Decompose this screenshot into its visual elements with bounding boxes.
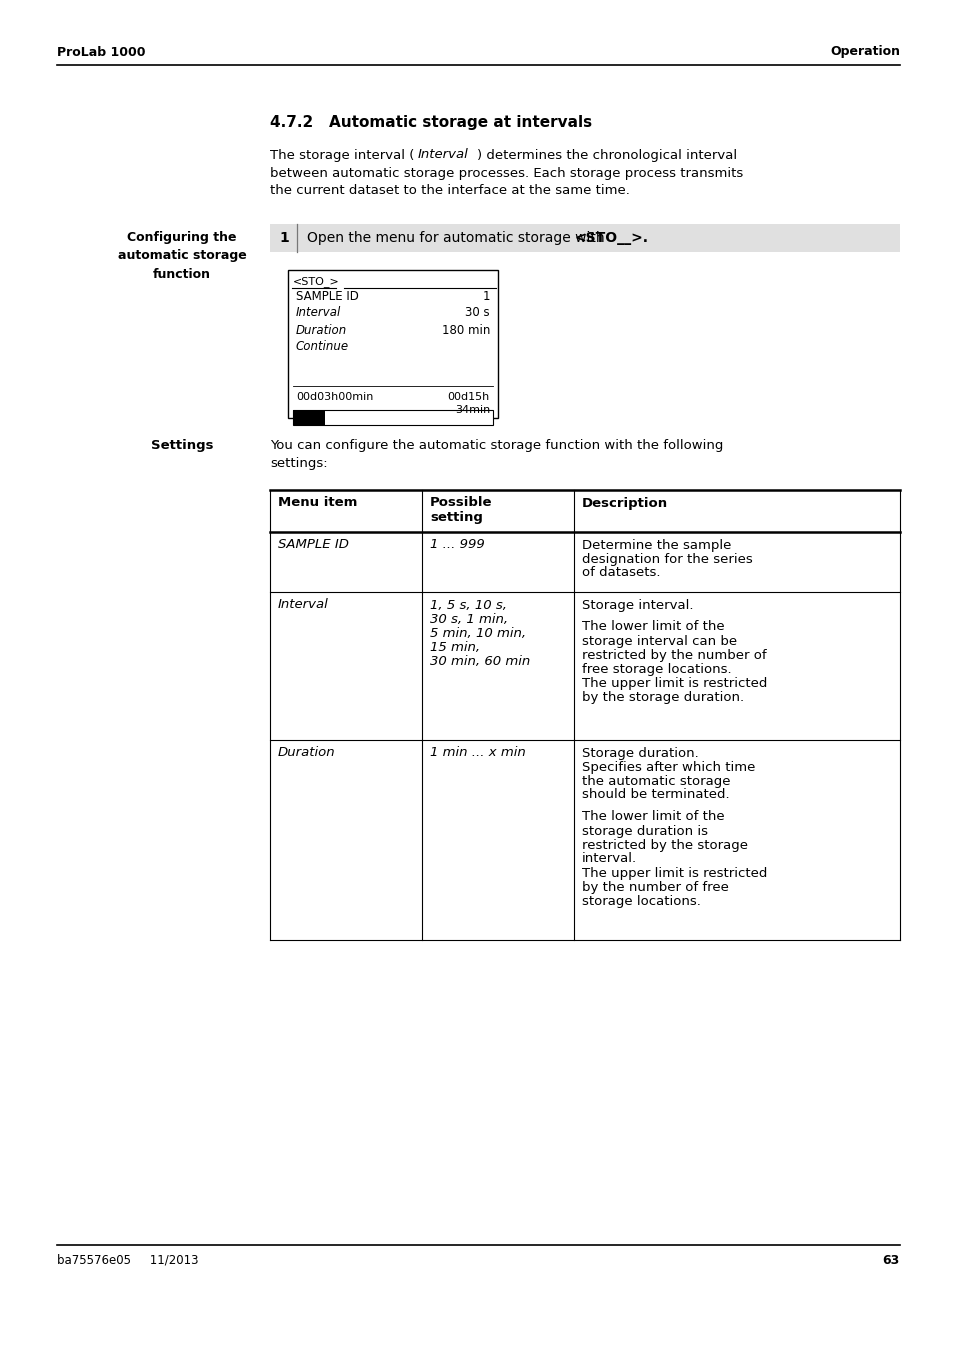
Text: interval.: interval. bbox=[581, 852, 637, 865]
Text: Menu item: Menu item bbox=[277, 497, 357, 509]
Text: SAMPLE ID: SAMPLE ID bbox=[277, 539, 349, 552]
Text: 5 min, 10 min,: 5 min, 10 min, bbox=[430, 626, 525, 640]
Text: storage duration is: storage duration is bbox=[581, 825, 707, 837]
Text: storage locations.: storage locations. bbox=[581, 895, 700, 907]
Text: ba75576e05     11/2013: ba75576e05 11/2013 bbox=[57, 1254, 198, 1266]
Text: <STO_>: <STO_> bbox=[293, 277, 339, 288]
Text: 1 min ... x min: 1 min ... x min bbox=[430, 747, 525, 760]
Bar bbox=[293, 410, 493, 425]
Text: Configuring the: Configuring the bbox=[127, 231, 236, 244]
Text: 00d15h: 00d15h bbox=[447, 392, 490, 402]
Bar bbox=[288, 270, 497, 418]
Text: the current dataset to the interface at the same time.: the current dataset to the interface at … bbox=[270, 185, 629, 197]
Text: The upper limit is restricted: The upper limit is restricted bbox=[581, 676, 766, 690]
Text: ProLab 1000: ProLab 1000 bbox=[57, 46, 146, 58]
Text: 00d03h00min: 00d03h00min bbox=[295, 392, 373, 402]
Text: The storage interval (: The storage interval ( bbox=[270, 148, 414, 162]
Text: the automatic storage: the automatic storage bbox=[581, 775, 730, 787]
Text: Possible: Possible bbox=[430, 497, 492, 509]
Text: ) determines the chronological interval: ) determines the chronological interval bbox=[476, 148, 737, 162]
Text: Operation: Operation bbox=[829, 46, 899, 58]
Text: between automatic storage processes. Each storage process transmits: between automatic storage processes. Eac… bbox=[270, 166, 742, 180]
Text: Interval: Interval bbox=[295, 306, 341, 320]
Text: Open the menu for automatic storage with: Open the menu for automatic storage with bbox=[307, 231, 608, 244]
Text: 63: 63 bbox=[882, 1254, 899, 1266]
Text: settings:: settings: bbox=[270, 456, 327, 470]
Text: Interval: Interval bbox=[277, 598, 329, 612]
Text: setting: setting bbox=[430, 510, 482, 524]
Text: storage interval can be: storage interval can be bbox=[581, 634, 737, 648]
Text: The lower limit of the: The lower limit of the bbox=[581, 810, 724, 824]
Bar bbox=[293, 410, 325, 425]
Text: Storage interval.: Storage interval. bbox=[581, 598, 693, 612]
Text: Duration: Duration bbox=[295, 324, 347, 336]
Text: 30 s: 30 s bbox=[465, 306, 490, 320]
Text: <STO__>.: <STO__>. bbox=[575, 231, 648, 244]
Text: 180 min: 180 min bbox=[441, 324, 490, 336]
Text: You can configure the automatic storage function with the following: You can configure the automatic storage … bbox=[270, 440, 722, 452]
Text: The upper limit is restricted: The upper limit is restricted bbox=[581, 867, 766, 879]
Text: automatic storage: automatic storage bbox=[117, 250, 246, 262]
Text: 4.7.2   Automatic storage at intervals: 4.7.2 Automatic storage at intervals bbox=[270, 115, 592, 130]
Text: free storage locations.: free storage locations. bbox=[581, 663, 731, 675]
Text: 1 ... 999: 1 ... 999 bbox=[430, 539, 484, 552]
Text: restricted by the number of: restricted by the number of bbox=[581, 648, 766, 662]
Text: 15 min,: 15 min, bbox=[430, 640, 479, 653]
Text: Settings: Settings bbox=[151, 440, 213, 452]
Text: The lower limit of the: The lower limit of the bbox=[581, 621, 724, 633]
Text: Continue: Continue bbox=[295, 340, 349, 354]
Text: by the number of free: by the number of free bbox=[581, 880, 728, 894]
Text: should be terminated.: should be terminated. bbox=[581, 788, 729, 802]
Text: 1: 1 bbox=[279, 231, 289, 244]
Text: of datasets.: of datasets. bbox=[581, 567, 659, 579]
Text: Determine the sample: Determine the sample bbox=[581, 539, 731, 552]
Text: by the storage duration.: by the storage duration. bbox=[581, 690, 743, 703]
Text: Description: Description bbox=[581, 497, 667, 509]
Text: Specifies after which time: Specifies after which time bbox=[581, 760, 755, 774]
Text: 1: 1 bbox=[482, 289, 490, 302]
Text: Storage duration.: Storage duration. bbox=[581, 747, 698, 760]
Text: function: function bbox=[152, 267, 211, 281]
Text: Interval: Interval bbox=[417, 148, 468, 162]
Text: restricted by the storage: restricted by the storage bbox=[581, 838, 747, 852]
Text: 34min: 34min bbox=[455, 405, 490, 414]
Text: 1, 5 s, 10 s,: 1, 5 s, 10 s, bbox=[430, 598, 506, 612]
Text: Duration: Duration bbox=[277, 747, 335, 760]
Text: 30 min, 60 min: 30 min, 60 min bbox=[430, 655, 530, 667]
Text: 30 s, 1 min,: 30 s, 1 min, bbox=[430, 613, 508, 625]
Text: SAMPLE ID: SAMPLE ID bbox=[295, 289, 358, 302]
Bar bbox=[270, 224, 899, 252]
Text: designation for the series: designation for the series bbox=[581, 552, 752, 566]
